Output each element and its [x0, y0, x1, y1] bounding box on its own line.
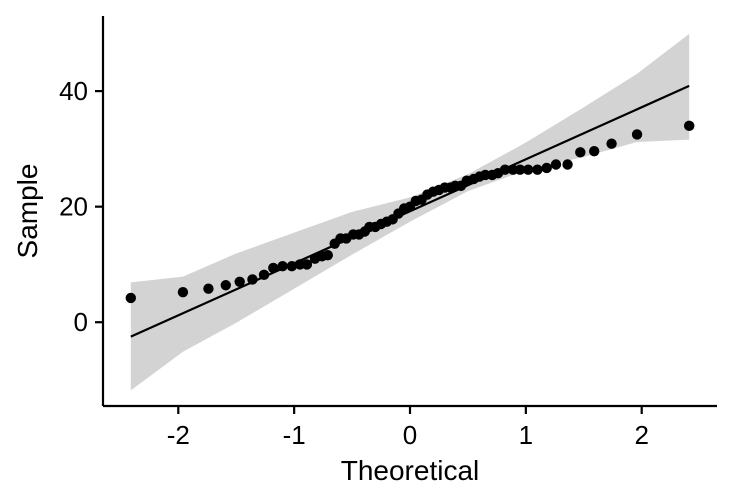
sample-point — [575, 147, 586, 158]
x-tick-label: -1 — [283, 420, 306, 450]
y-tick-label: 0 — [74, 307, 88, 337]
sample-point — [258, 269, 270, 281]
sample-point — [631, 129, 643, 140]
sample-point — [234, 276, 245, 287]
y-tick-label: 20 — [59, 192, 88, 222]
sample-point — [541, 162, 552, 174]
y-axis-ticks: 0 20 40 — [59, 76, 103, 337]
sample-point — [589, 146, 600, 157]
sample-point — [684, 120, 695, 131]
x-tick-label: 2 — [634, 420, 648, 450]
sample-point — [550, 159, 562, 170]
y-axis-title: Sample — [12, 164, 43, 259]
sample-point — [532, 164, 543, 175]
sample-point — [268, 262, 279, 274]
x-tick-label: -2 — [167, 420, 190, 450]
sample-point — [606, 138, 617, 149]
sample-point — [286, 260, 298, 272]
x-axis-ticks: -2 -1 0 1 2 — [167, 406, 649, 450]
sample-point — [499, 164, 511, 175]
sample-point — [562, 159, 573, 170]
x-tick-label: 1 — [519, 420, 533, 450]
sample-point — [247, 274, 258, 285]
y-tick-label: 40 — [59, 76, 88, 106]
x-axis-title: Theoretical — [341, 455, 480, 486]
sample-point — [322, 250, 333, 261]
sample-point — [514, 164, 526, 175]
sample-point — [220, 280, 231, 291]
sample-point — [125, 292, 136, 304]
sample-point — [277, 260, 288, 272]
x-tick-label: 0 — [403, 420, 417, 450]
sample-point — [177, 286, 189, 298]
sample-point — [301, 259, 313, 270]
sample-point — [522, 164, 534, 175]
sample-point — [203, 283, 214, 294]
sample-points-layer — [125, 120, 695, 304]
